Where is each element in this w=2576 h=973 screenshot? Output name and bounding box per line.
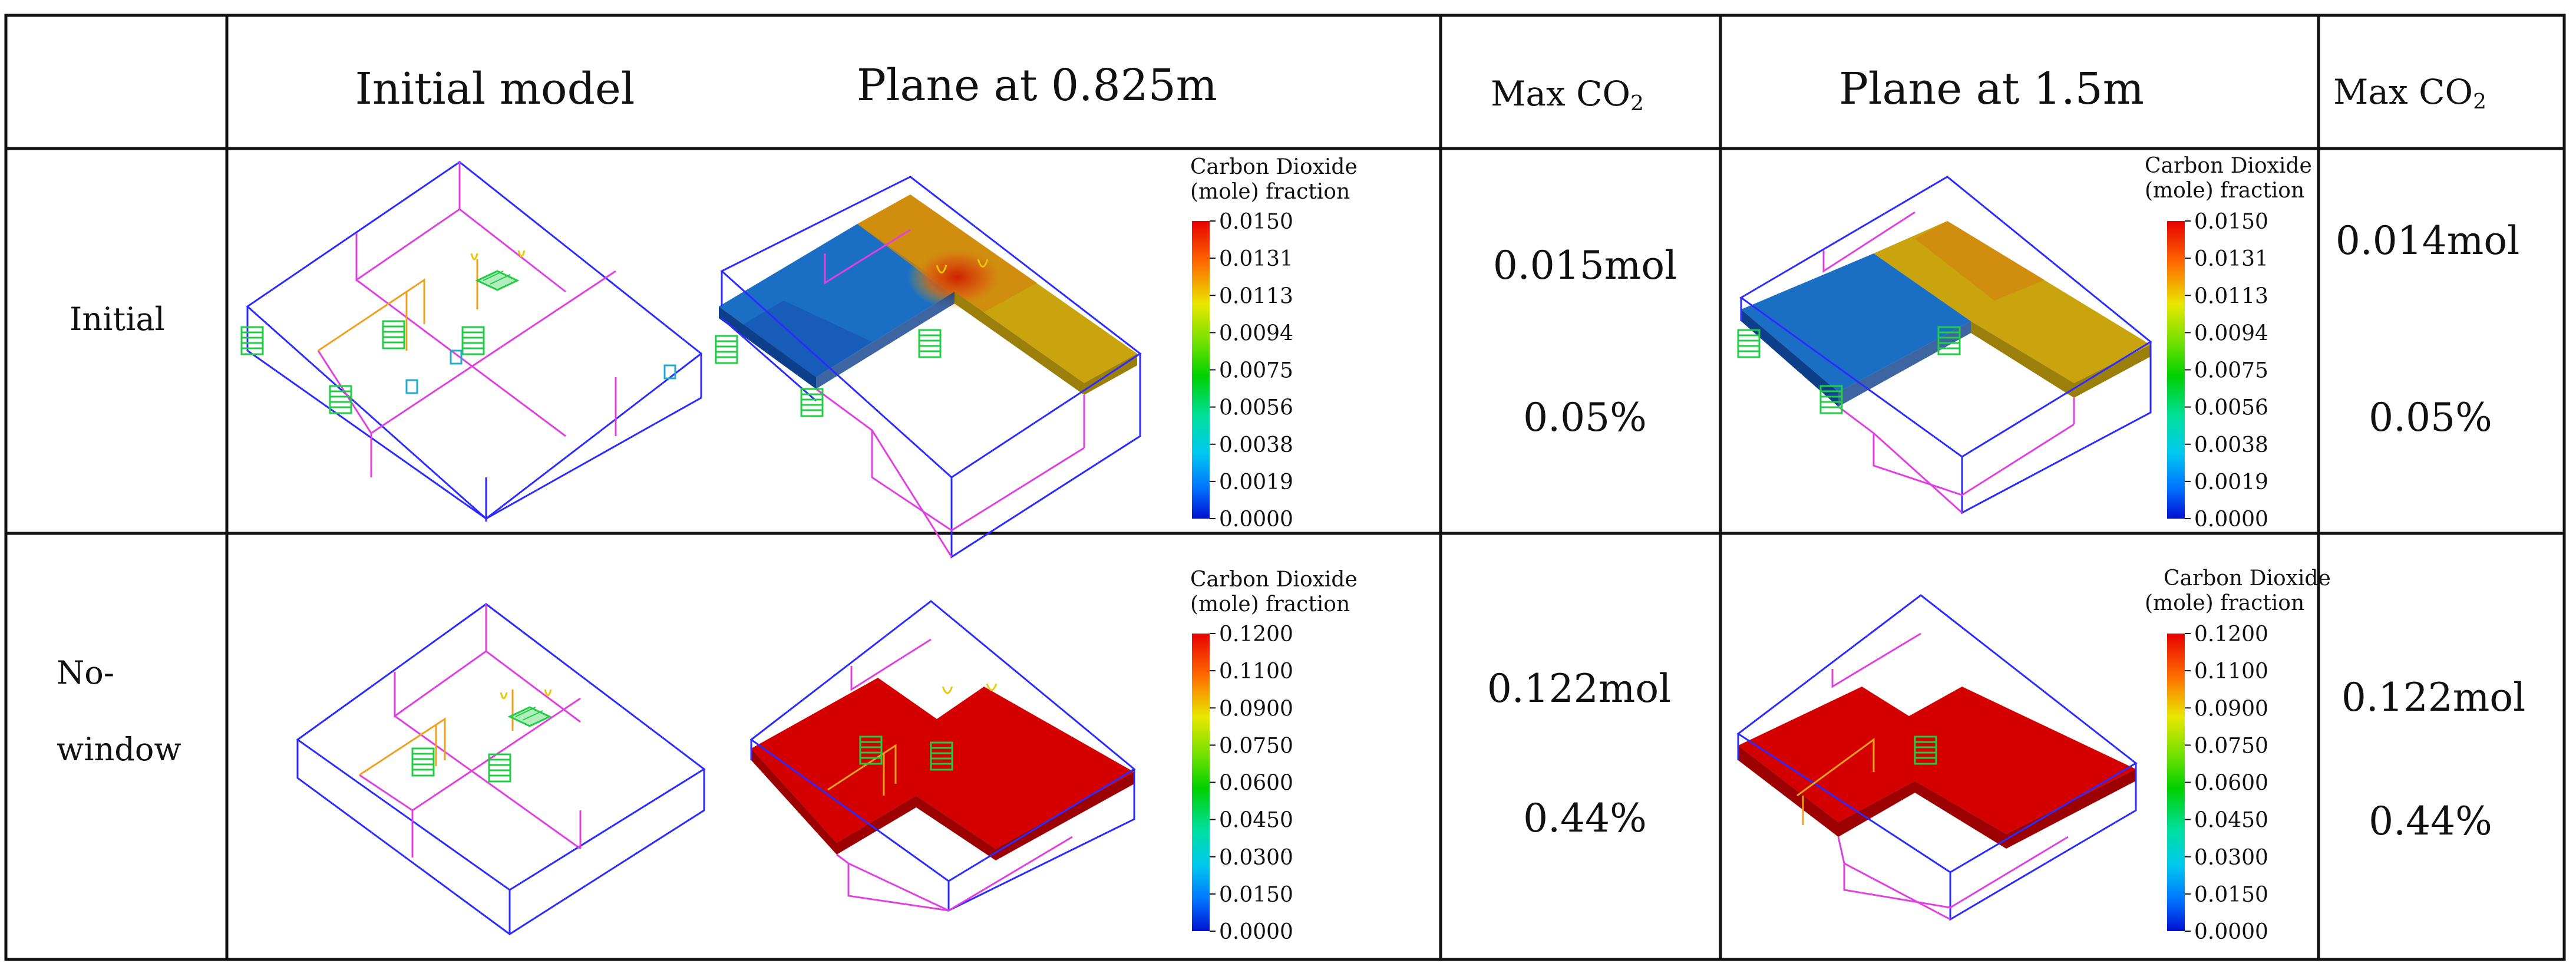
colorbar-tick-label: 0.0750 [2194, 734, 2268, 758]
colorbar-tick-label: 0.0900 [2194, 697, 2268, 721]
colorbar-tick-label: 0.0094 [2194, 321, 2268, 345]
header-plane-low: Plane at 0.825m [857, 60, 1217, 111]
colorbar-tick-label: 0.0000 [1219, 920, 1293, 944]
colorbar-tick-label: 0.0038 [1219, 433, 1293, 457]
colorbar-tick-label: 0.0000 [1219, 507, 1293, 532]
colorbar-tick-label: 0.1100 [1219, 659, 1293, 684]
legend-title-1: Carbon Dioxide [2145, 154, 2312, 178]
colorbar-tick-label: 0.0113 [2194, 284, 2268, 308]
colorbar-ticks: 0.1200 0.1100 0.0900 0.0750 0.0600 0.0450 0.03… [1210, 622, 1293, 944]
nowindow-low-max-mol: 0.122mol [1487, 666, 1672, 711]
colorbar-tick-label: 0.0450 [1219, 809, 1293, 833]
nowindow-model-wireframe [296, 603, 706, 935]
colorbar-ticks: 0.1200 0.1100 0.0900 0.0750 0.0600 0.0450 0.03… [2185, 622, 2268, 944]
table-grid [4, 14, 2566, 961]
header-max-co2-low: Max CO2 [1491, 74, 1644, 116]
colorbar [1192, 634, 1210, 931]
colorbar-tick-label: 0.0150 [2194, 210, 2268, 234]
initial-high-max-pct: 0.05% [2369, 395, 2492, 440]
initial-low-max-mol: 0.015mol [1492, 243, 1677, 288]
colorbar-tick-label: 0.0150 [1219, 210, 1293, 234]
colorbar-tick-label: 0.0075 [2194, 359, 2268, 383]
colorbar-tick-label: 0.0300 [2194, 846, 2268, 870]
legend-title-1: Carbon Dioxide [1190, 155, 1358, 179]
max-co2-subscript: 2 [1630, 91, 1644, 116]
colorbar-tick-label: 0.0131 [1219, 247, 1293, 271]
colorbar-ticks: 0.0150 0.0131 0.0113 0.0094 0.0075 0.0056 0.00… [1210, 210, 1293, 532]
legend-nowindow-high: Carbon Dioxide (mole) fraction 0.12000.1… [2145, 566, 2331, 944]
colorbar-tick-label: 0.0750 [1219, 734, 1293, 758]
colorbar-tick-label: 0.0056 [2194, 396, 2268, 420]
max-co2-subscript: 2 [2473, 89, 2486, 114]
initial-high-max-mol: 0.014mol [2335, 218, 2520, 263]
legend-title-2: (mole) fraction [1190, 180, 1350, 204]
colorbar [2167, 634, 2185, 931]
legend-initial-low: Carbon Dioxide (mole) fraction 0.01500.0… [1190, 155, 1358, 532]
legend-title-1: Carbon Dioxide [2164, 566, 2331, 591]
row-label-nowindow-1: No- [57, 654, 115, 691]
colorbar-tick-label: 0.0900 [1219, 697, 1293, 721]
nowindow-high-max-pct: 0.44% [2369, 799, 2492, 844]
initial-model-wireframe [240, 161, 703, 522]
legend-title-2: (mole) fraction [1190, 592, 1350, 616]
colorbar-tick-label: 0.0019 [1219, 470, 1293, 494]
legend-title-1: Carbon Dioxide [1190, 568, 1358, 592]
header-max-co2-high: Max CO2 [2333, 72, 2486, 114]
max-co2-label: Max CO [2333, 72, 2473, 112]
nowindow-high-max-mol: 0.122mol [2341, 675, 2526, 720]
header-plane-high: Plane at 1.5m [1839, 64, 2144, 114]
colorbar-tick-label: 0.1100 [2194, 659, 2268, 684]
colorbar-tick-label: 0.0300 [1219, 846, 1293, 870]
colorbar-tick-label: 0.0131 [2194, 247, 2268, 271]
nowindow-low-max-pct: 0.44% [1523, 796, 1647, 841]
colorbar-ticks: 0.0150 0.0131 0.0113 0.0094 0.0075 0.0056 0.00… [2185, 210, 2268, 532]
legend-title-2: (mole) fraction [2145, 591, 2304, 615]
colorbar-tick-label: 0.0019 [2194, 470, 2268, 494]
colorbar-tick-label: 0.0056 [1219, 396, 1293, 420]
header-initial-model: Initial model [355, 64, 635, 114]
colorbar-tick-label: 0.0600 [1219, 771, 1293, 796]
colorbar-tick-label: 0.0075 [1219, 359, 1293, 383]
max-co2-label: Max CO [1491, 74, 1631, 114]
colorbar-tick-label: 0.0450 [2194, 809, 2268, 833]
plane-high-initial-contour [1737, 176, 2152, 514]
row-label-nowindow-2: window [57, 731, 181, 768]
colorbar-tick-label: 0.0600 [2194, 771, 2268, 796]
colorbar-tick-label: 0.0000 [2194, 507, 2268, 532]
legend-initial-high: Carbon Dioxide (mole) fraction 0.01500.0… [2145, 154, 2312, 532]
colorbar-tick-label: 0.0113 [1219, 284, 1293, 308]
colorbar-tick-label: 0.1200 [1219, 622, 1293, 647]
plane-high-nowindow-contour [1736, 594, 2138, 921]
colorbar-tick-label: 0.0038 [2194, 433, 2268, 457]
colorbar [1192, 221, 1210, 519]
plane-low-initial-contour [715, 176, 1142, 559]
colorbar-tick-label: 0.0094 [1219, 321, 1293, 345]
initial-low-max-pct: 0.05% [1523, 395, 1647, 440]
colorbar-tick-label: 0.0000 [2194, 920, 2268, 944]
row-label-initial: Initial [70, 301, 165, 338]
legend-nowindow-low: Carbon Dioxide (mole) fraction 0.12000.1… [1190, 568, 1358, 944]
colorbar [2167, 221, 2185, 519]
legend-title-2: (mole) fraction [2145, 179, 2304, 203]
colorbar-tick-label: 0.0150 [1219, 883, 1293, 907]
plane-low-nowindow-contour [749, 600, 1136, 912]
colorbar-tick-label: 0.1200 [2194, 622, 2268, 647]
colorbar-tick-label: 0.0150 [2194, 883, 2268, 907]
